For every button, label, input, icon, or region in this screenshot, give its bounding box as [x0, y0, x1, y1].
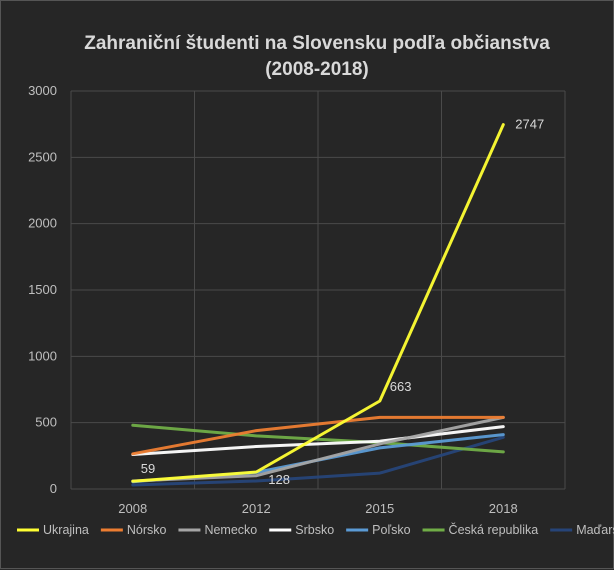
legend-label: Nemecko [204, 523, 257, 537]
chart-subtitle: (2008-2018) [265, 59, 369, 80]
series-line-Nemecko [131, 415, 505, 483]
legend-item: Poľsko [346, 523, 411, 537]
series-line-Srbsko [131, 425, 505, 456]
series-line-Česká republika [131, 423, 505, 454]
legend-label: Nórsko [127, 523, 167, 537]
data-label: 2747 [515, 117, 544, 132]
y-axis-ticks: 0 500 1000 1500 2000 2500 3000 [28, 83, 57, 496]
y-tick-label: 1000 [28, 348, 57, 363]
data-label: 128 [268, 472, 290, 487]
y-tick-label: 2000 [28, 216, 57, 231]
legend-item: Česká republika [422, 522, 539, 537]
y-tick-label: 0 [50, 481, 57, 496]
y-tick-label: 500 [35, 415, 57, 430]
legend-label: Srbsko [295, 523, 334, 537]
x-tick-label: 2012 [242, 501, 271, 516]
x-tick-label: 2015 [365, 501, 394, 516]
legend-label: Maďarsko [576, 523, 614, 537]
series-line-Ukrajina [131, 123, 505, 483]
series-lines [131, 123, 505, 487]
y-tick-label: 3000 [28, 83, 57, 98]
legend-item: Srbsko [269, 523, 334, 537]
legend-label: Poľsko [372, 523, 410, 537]
legend-label: Česká republika [449, 522, 539, 537]
legend-item: Nemecko [178, 523, 257, 537]
legend-label: Ukrajina [43, 523, 89, 537]
series-line-Nórsko [131, 415, 505, 456]
legend-item: Ukrajina [17, 523, 89, 537]
data-label: 59 [141, 461, 155, 476]
x-tick-label: 2018 [489, 501, 518, 516]
x-tick-label: 2008 [118, 501, 147, 516]
legend: Ukrajina Nórsko Nemecko Srbsko Poľsko Česká r… [17, 522, 614, 537]
data-label: 663 [390, 379, 412, 394]
y-tick-label: 1500 [28, 282, 57, 297]
legend-item: Maďarsko [550, 523, 614, 537]
chart-title: Zahraniční študenti na Slovensku podľa o… [84, 33, 550, 54]
x-axis-ticks: 2008 2012 2015 2018 [118, 501, 517, 516]
legend-item: Nórsko [100, 523, 167, 537]
series-line-Maďarsko [131, 435, 505, 487]
data-labels: 59 128 663 2747 [141, 117, 544, 487]
y-tick-label: 2500 [28, 149, 57, 164]
